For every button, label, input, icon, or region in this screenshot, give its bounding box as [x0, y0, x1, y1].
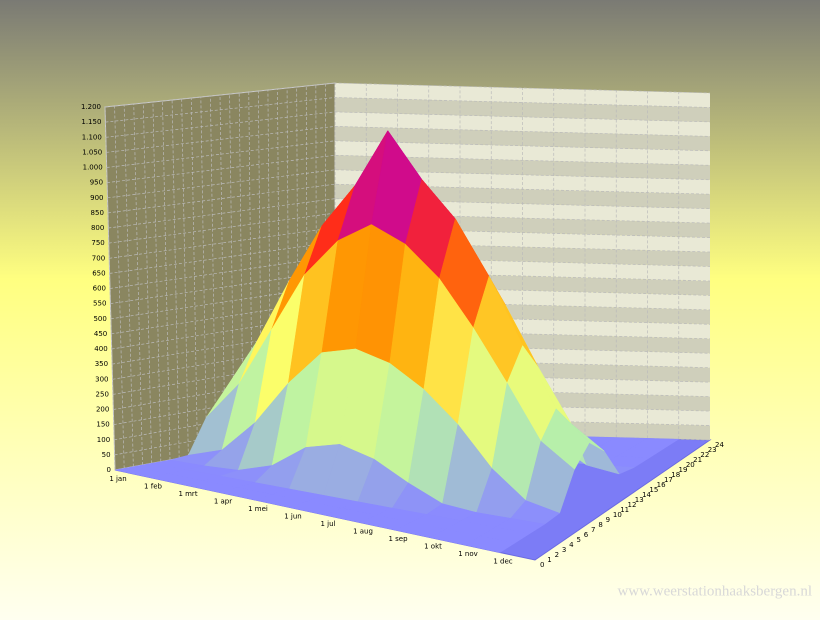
grid-line	[104, 106, 116, 471]
grid-line	[107, 154, 711, 183]
grid-line	[286, 87, 290, 439]
surface-cell	[464, 535, 516, 553]
grid-line	[107, 169, 711, 199]
x-tick-label: 1 dec	[493, 558, 512, 566]
z-tick-label: 800	[91, 224, 104, 232]
h-tick-label: 5	[576, 536, 580, 544]
z-tick-label: 950	[90, 179, 103, 187]
grid-line	[229, 93, 235, 449]
z-tick-label: 700	[92, 254, 105, 262]
z-tick-label: 750	[91, 239, 104, 247]
z-tick-label: 1.050	[82, 148, 102, 156]
z-tick-label: 150	[96, 421, 109, 429]
z-tick-label: 450	[94, 330, 107, 338]
h-tick-label: 13	[635, 496, 644, 504]
h-tick-label: 9	[606, 516, 610, 524]
z-tick-label: 500	[93, 315, 106, 323]
grid-line	[257, 90, 263, 444]
z-tick-label: 0	[107, 466, 111, 474]
x-tick-label: 1 sep	[388, 535, 408, 543]
z-tick-label: 1.150	[81, 118, 101, 126]
h-tick-label: 4	[569, 541, 574, 549]
z-tick-label: 650	[92, 269, 105, 277]
h-tick-label: 3	[562, 546, 566, 554]
h-tick-label: 12	[628, 501, 637, 509]
h-tick-label: 18	[671, 471, 680, 479]
h-tick-label: 6	[584, 531, 589, 539]
x-tick-label: 1 mrt	[178, 490, 197, 498]
z-tick-label: 900	[90, 194, 103, 202]
x-tick-label: 1 feb	[144, 483, 162, 491]
h-tick-label: 19	[679, 466, 688, 474]
z-tick-label: 350	[95, 360, 108, 368]
x-tick-label: 1 jun	[284, 513, 302, 521]
watermark: www.weerstationhaaksbergen.nl	[617, 583, 812, 599]
h-tick-label: 17	[664, 476, 673, 484]
h-tick-label: 0	[540, 561, 544, 569]
grid-line	[267, 89, 272, 442]
h-tick-label: 15	[649, 486, 658, 494]
h-tick-label: 11	[620, 506, 629, 514]
grid-line	[305, 85, 308, 436]
h-tick-label: 7	[591, 526, 595, 534]
h-tick-label: 20	[686, 461, 695, 469]
grid-line	[315, 84, 318, 434]
z-tick-label: 600	[93, 285, 106, 293]
grid-line	[107, 183, 711, 214]
x-tick-label: 1 jan	[109, 475, 126, 483]
grid-line	[200, 96, 208, 454]
grid-line	[296, 86, 299, 437]
z-tick-label: 250	[96, 390, 109, 398]
h-tick-label: 10	[613, 511, 622, 519]
h-tick-label: 14	[642, 491, 651, 499]
z-tick-label: 50	[102, 451, 111, 459]
grid-line	[108, 212, 711, 244]
z-tick-label: 1.200	[81, 103, 101, 111]
h-tick-label: 22	[700, 451, 709, 459]
grid-line	[210, 95, 217, 452]
x-tick-label: 1 aug	[353, 528, 373, 536]
z-tick-label: 100	[97, 436, 110, 444]
x-tick-label: 1 mei	[248, 505, 268, 513]
z-tick-label: 850	[91, 209, 104, 217]
h-tick-label: 24	[715, 441, 724, 449]
h-tick-label: 23	[708, 446, 717, 454]
x-tick-label: 1 apr	[214, 498, 232, 506]
h-tick-label: 16	[657, 481, 666, 489]
labels: 0501001502002503003504004505005506006507…	[81, 103, 725, 569]
h-tick-label: 1	[547, 556, 551, 564]
grid-line	[114, 105, 125, 469]
z-tick-label: 550	[93, 300, 106, 308]
h-tick-label: 8	[598, 521, 602, 529]
x-tick-label: 1 okt	[424, 543, 442, 551]
grid-line	[123, 104, 134, 467]
grid-line	[238, 92, 244, 447]
h-tick-label: 2	[555, 551, 559, 559]
grid-line	[133, 103, 143, 466]
z-tick-label: 400	[94, 345, 107, 353]
z-tick-label: 200	[96, 406, 109, 414]
grid-line	[190, 97, 198, 456]
h-tick-label: 21	[693, 456, 702, 464]
grid-line	[248, 91, 253, 446]
grid-line	[219, 94, 226, 451]
grid-line	[277, 88, 281, 441]
surface	[114, 129, 680, 553]
grid-line	[108, 198, 711, 229]
x-tick-label: 1 nov	[458, 550, 478, 558]
z-tick-label: 1.000	[83, 164, 103, 172]
grid-line	[142, 102, 153, 464]
z-tick-label: 300	[95, 375, 108, 383]
x-tick-label: 1 jul	[320, 520, 335, 528]
grid-line	[106, 140, 711, 168]
z-tick-label: 1.100	[82, 133, 102, 141]
